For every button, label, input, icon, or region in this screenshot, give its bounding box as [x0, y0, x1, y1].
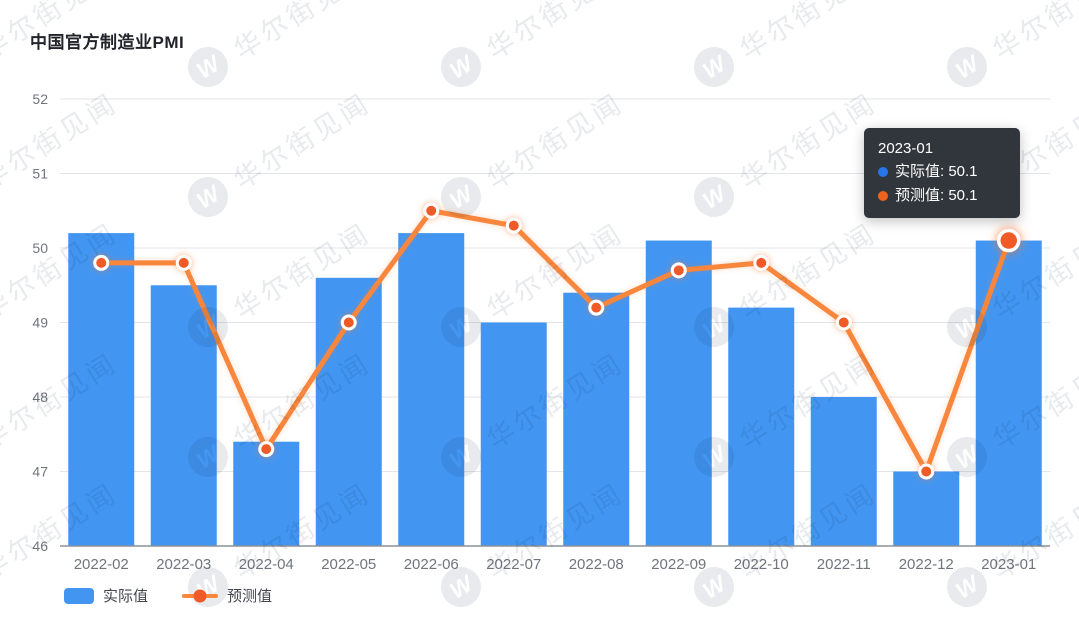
line-marker-2022-07[interactable] [505, 217, 522, 234]
x-axis-tick-label: 2022-07 [486, 556, 541, 573]
line-marker-2022-08[interactable] [588, 299, 605, 316]
x-axis-tick-label: 2023-01 [981, 556, 1036, 573]
bar-2022-03[interactable] [150, 285, 217, 546]
legend-item-actual[interactable]: 实际值 [64, 585, 148, 606]
line-marker-2022-04[interactable] [258, 441, 275, 458]
legend-item-forecast[interactable]: 预测值 [182, 585, 272, 606]
legend: 实际值 预测值 [64, 585, 272, 606]
forecast-line [98, 208, 1012, 474]
tooltip-actual-text: 实际值: 50.1 [895, 163, 978, 180]
bar-2022-06[interactable] [398, 233, 465, 546]
line-marker-2022-05[interactable] [340, 314, 357, 331]
bar-2022-10[interactable] [728, 307, 795, 546]
y-axis-tick-label: 51 [32, 166, 48, 182]
y-axis-tick-label: 46 [32, 538, 48, 554]
x-axis-tick-label: 2022-06 [404, 556, 459, 573]
chart-title: 中国官方制造业PMI [30, 33, 185, 52]
x-axis-tick-label: 2022-03 [156, 556, 211, 573]
x-axis-tick-label: 2022-09 [651, 556, 706, 573]
tooltip: 2023-01 实际值: 50.1 预测值: 50.1 [864, 128, 1020, 218]
line-marker-2022-03[interactable] [175, 254, 192, 271]
line-swatch-dot-icon [193, 589, 207, 602]
line-marker-2022-12[interactable] [918, 463, 935, 480]
y-axis-tick-label: 52 [32, 91, 48, 107]
x-axis-tick-label: 2022-04 [239, 556, 294, 573]
x-axis-tick-label: 2022-11 [817, 556, 871, 573]
x-axis-tick-label: 2022-05 [321, 556, 376, 573]
line-marker-2022-10[interactable] [753, 254, 770, 271]
line-swatch-icon [182, 589, 219, 602]
x-axis-tick-label: 2022-10 [734, 556, 789, 573]
x-axis-tick-label: 2022-08 [569, 556, 624, 573]
bar-2022-04[interactable] [233, 441, 300, 546]
tooltip-row-forecast: 预测值: 50.1 [878, 184, 1006, 208]
x-axis-tick-label: 2022-02 [74, 556, 129, 573]
bar-2022-07[interactable] [480, 322, 547, 547]
line-marker-2023-01[interactable] [997, 228, 1021, 253]
bar-2022-11[interactable] [810, 397, 877, 546]
legend-label-actual: 实际值 [103, 588, 149, 605]
bar-swatch-icon [64, 587, 94, 604]
line-marker-2022-02[interactable] [93, 254, 110, 271]
tooltip-row-actual: 实际值: 50.1 [878, 160, 1006, 184]
y-axis-tick-label: 48 [32, 389, 48, 405]
y-axis-tick-label: 49 [32, 315, 48, 331]
y-axis-tick-label: 50 [32, 240, 48, 256]
line-marker-2022-11[interactable] [835, 314, 852, 331]
bar-2022-09[interactable] [645, 240, 712, 547]
tooltip-title: 2023-01 [878, 140, 934, 157]
line-marker-2022-09[interactable] [670, 262, 687, 279]
forecast-series-dot-icon [878, 191, 888, 201]
actual-series-dot-icon [878, 167, 888, 177]
line-marker-2022-06[interactable] [423, 202, 440, 219]
bar-2022-02[interactable] [68, 233, 135, 546]
bar-2023-01[interactable] [975, 240, 1042, 547]
tooltip-forecast-text: 预测值: 50.1 [895, 187, 978, 204]
bar-2022-08[interactable] [563, 292, 630, 546]
y-axis-tick-label: 47 [32, 464, 48, 480]
x-axis-tick-label: 2022-12 [899, 556, 954, 573]
legend-label-forecast: 预测值 [227, 588, 273, 605]
bar-2022-12[interactable] [893, 471, 960, 547]
